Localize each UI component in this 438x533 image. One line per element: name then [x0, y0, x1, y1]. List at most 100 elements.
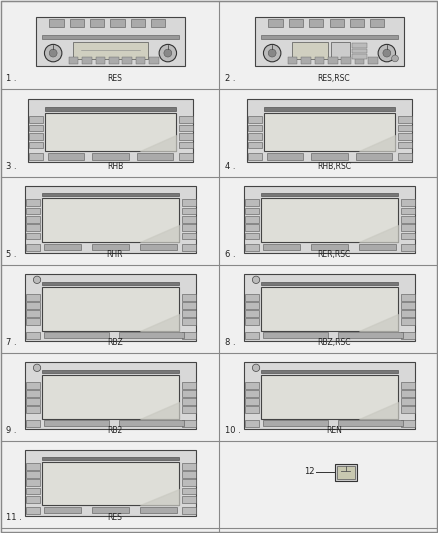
- Bar: [401, 294, 415, 301]
- Bar: [42, 35, 179, 38]
- Polygon shape: [140, 314, 179, 330]
- Bar: [245, 216, 259, 223]
- Bar: [26, 224, 40, 231]
- Bar: [338, 420, 403, 426]
- Bar: [26, 496, 40, 503]
- Bar: [261, 375, 398, 418]
- Bar: [355, 58, 364, 64]
- Bar: [73, 43, 148, 59]
- Bar: [182, 496, 196, 503]
- Bar: [182, 390, 196, 397]
- Bar: [82, 58, 92, 64]
- Bar: [245, 310, 259, 317]
- Bar: [36, 17, 185, 66]
- Bar: [42, 193, 179, 196]
- Bar: [26, 463, 40, 470]
- Circle shape: [33, 364, 41, 372]
- Bar: [182, 294, 196, 301]
- Bar: [26, 398, 40, 405]
- Bar: [329, 19, 344, 27]
- Bar: [336, 465, 354, 479]
- Bar: [182, 463, 196, 470]
- Bar: [401, 318, 415, 325]
- Text: RHR: RHR: [106, 250, 123, 259]
- Bar: [140, 244, 177, 250]
- Bar: [149, 58, 159, 64]
- Bar: [401, 332, 415, 338]
- Text: 10 .: 10 .: [225, 426, 241, 435]
- Polygon shape: [140, 402, 179, 418]
- Bar: [95, 58, 105, 64]
- Bar: [182, 406, 196, 413]
- Text: 7 .: 7 .: [6, 338, 17, 347]
- Bar: [352, 54, 367, 59]
- Bar: [182, 488, 196, 494]
- Bar: [401, 406, 415, 413]
- Bar: [26, 390, 40, 397]
- Bar: [26, 382, 40, 389]
- Bar: [26, 507, 40, 514]
- Bar: [398, 133, 412, 140]
- Bar: [122, 58, 132, 64]
- Bar: [26, 480, 40, 486]
- Bar: [119, 420, 184, 426]
- Bar: [29, 133, 43, 140]
- Bar: [182, 507, 196, 514]
- Bar: [26, 471, 40, 478]
- Bar: [245, 406, 259, 413]
- Bar: [245, 244, 259, 251]
- Text: RBZ,RSC: RBZ,RSC: [317, 338, 351, 347]
- Text: 8 .: 8 .: [225, 338, 236, 347]
- Polygon shape: [359, 135, 395, 151]
- Bar: [263, 244, 300, 250]
- Bar: [245, 318, 259, 325]
- Bar: [248, 142, 262, 148]
- Bar: [26, 294, 40, 301]
- Bar: [69, 58, 78, 64]
- Bar: [248, 133, 262, 140]
- Bar: [26, 216, 40, 223]
- Bar: [137, 153, 173, 159]
- Bar: [182, 199, 196, 206]
- Bar: [25, 274, 196, 341]
- Bar: [179, 142, 193, 148]
- Text: RES: RES: [107, 74, 122, 83]
- Bar: [263, 420, 328, 426]
- Bar: [49, 19, 64, 27]
- Bar: [29, 116, 43, 123]
- Bar: [26, 207, 40, 214]
- Text: 5 .: 5 .: [6, 250, 17, 259]
- Bar: [401, 382, 415, 389]
- Bar: [261, 287, 398, 330]
- Bar: [245, 332, 259, 338]
- Bar: [182, 318, 196, 325]
- Bar: [26, 302, 40, 309]
- Text: REN: REN: [326, 426, 342, 435]
- Bar: [398, 142, 412, 148]
- Bar: [25, 450, 196, 516]
- Bar: [29, 125, 43, 131]
- Circle shape: [252, 276, 260, 284]
- Bar: [401, 199, 415, 206]
- Bar: [248, 125, 262, 131]
- Bar: [182, 207, 196, 214]
- Bar: [311, 244, 348, 250]
- Bar: [267, 153, 303, 159]
- Bar: [25, 186, 196, 253]
- Bar: [182, 302, 196, 309]
- Bar: [26, 318, 40, 325]
- Text: 2 .: 2 .: [225, 74, 236, 83]
- Polygon shape: [140, 489, 179, 505]
- Text: RER,RSC: RER,RSC: [317, 250, 350, 259]
- Bar: [110, 19, 125, 27]
- Bar: [288, 58, 297, 64]
- Bar: [245, 420, 259, 427]
- Text: 6 .: 6 .: [225, 250, 236, 259]
- Bar: [179, 116, 193, 123]
- Bar: [136, 58, 145, 64]
- Circle shape: [268, 49, 276, 57]
- Bar: [182, 480, 196, 486]
- Bar: [398, 125, 412, 131]
- Bar: [44, 244, 81, 250]
- Circle shape: [33, 276, 41, 284]
